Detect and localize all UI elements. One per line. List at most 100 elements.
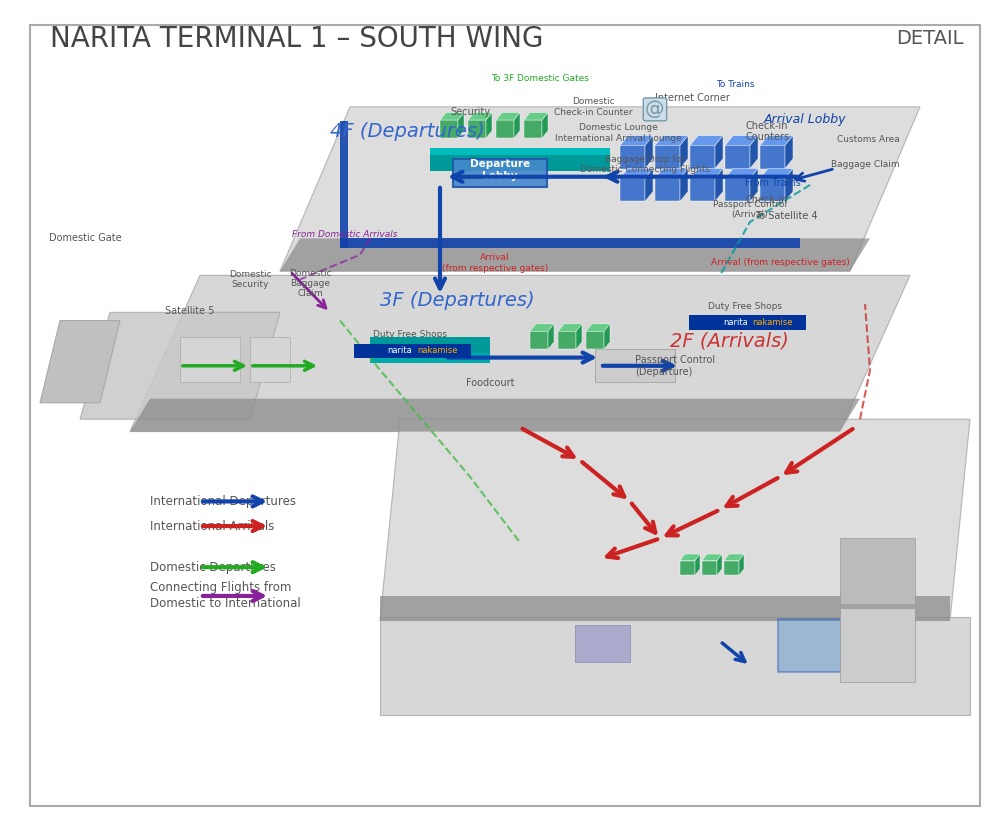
- FancyBboxPatch shape: [250, 337, 290, 382]
- Text: Check-in
Counters: Check-in Counters: [745, 121, 789, 142]
- Text: Customs Area: Customs Area: [837, 136, 899, 144]
- Polygon shape: [524, 120, 542, 138]
- Text: Departure
Lobby: Departure Lobby: [470, 159, 530, 181]
- Text: International Arrivals: International Arrivals: [150, 520, 274, 533]
- Text: Duty Free Shops: Duty Free Shops: [373, 330, 447, 339]
- Text: Domestic
Check-in Counter: Domestic Check-in Counter: [554, 97, 632, 117]
- Polygon shape: [760, 145, 785, 169]
- Text: Baggage Claim: Baggage Claim: [831, 160, 899, 169]
- Text: From Domestic Arrivals: From Domestic Arrivals: [292, 230, 398, 238]
- Polygon shape: [576, 324, 582, 349]
- Polygon shape: [715, 169, 723, 201]
- Polygon shape: [620, 136, 653, 145]
- Polygon shape: [486, 113, 492, 138]
- Polygon shape: [702, 554, 722, 561]
- Text: NARITA TERMINAL 1 – SOUTH WING: NARITA TERMINAL 1 – SOUTH WING: [50, 25, 543, 53]
- FancyBboxPatch shape: [30, 25, 980, 806]
- Polygon shape: [380, 596, 950, 621]
- FancyBboxPatch shape: [370, 353, 490, 363]
- Polygon shape: [530, 331, 548, 349]
- Polygon shape: [558, 324, 582, 331]
- Text: Domestic Departures: Domestic Departures: [150, 561, 276, 574]
- Polygon shape: [655, 136, 688, 145]
- Text: From Trains: From Trains: [745, 178, 801, 188]
- Text: To 3F Domestic Gates: To 3F Domestic Gates: [491, 74, 589, 82]
- Text: Arrival Lobby: Arrival Lobby: [764, 113, 846, 126]
- Polygon shape: [655, 178, 680, 201]
- Polygon shape: [690, 169, 723, 178]
- Text: Security: Security: [450, 107, 490, 117]
- Text: Check-in: Check-in: [745, 195, 788, 205]
- Polygon shape: [680, 554, 700, 561]
- Text: Domestic Gate: Domestic Gate: [49, 233, 121, 243]
- Polygon shape: [80, 312, 280, 419]
- Polygon shape: [620, 169, 653, 178]
- Text: Duty Free Shops: Duty Free Shops: [708, 302, 782, 311]
- Text: Passport Control
(Departure): Passport Control (Departure): [635, 355, 715, 376]
- Polygon shape: [725, 169, 758, 178]
- Text: To Trains: To Trains: [716, 81, 754, 89]
- Polygon shape: [280, 238, 870, 271]
- FancyBboxPatch shape: [453, 159, 547, 187]
- FancyBboxPatch shape: [575, 625, 630, 662]
- Polygon shape: [724, 561, 739, 575]
- Polygon shape: [724, 554, 744, 561]
- FancyBboxPatch shape: [595, 349, 675, 382]
- Text: Baggage Drop for
Domestic Connecting Flights: Baggage Drop for Domestic Connecting Fli…: [580, 155, 710, 174]
- Polygon shape: [458, 113, 464, 138]
- Polygon shape: [690, 136, 723, 145]
- FancyBboxPatch shape: [840, 538, 915, 604]
- Polygon shape: [468, 113, 492, 120]
- Text: narita: narita: [723, 318, 748, 326]
- Text: Satellite 5: Satellite 5: [165, 307, 215, 316]
- Text: Foodcourt: Foodcourt: [466, 378, 514, 388]
- Text: nakamise: nakamise: [753, 318, 793, 326]
- Text: 3F (Departures): 3F (Departures): [380, 290, 535, 310]
- Polygon shape: [645, 136, 653, 169]
- Text: 4F (Departures): 4F (Departures): [330, 122, 485, 141]
- Polygon shape: [468, 120, 486, 138]
- Polygon shape: [620, 145, 645, 169]
- Polygon shape: [785, 169, 793, 201]
- Polygon shape: [586, 331, 604, 349]
- Text: DETAIL: DETAIL: [896, 29, 964, 48]
- FancyBboxPatch shape: [778, 619, 902, 672]
- FancyBboxPatch shape: [840, 608, 915, 682]
- FancyBboxPatch shape: [340, 238, 800, 248]
- Polygon shape: [542, 113, 548, 138]
- Polygon shape: [645, 169, 653, 201]
- FancyBboxPatch shape: [689, 315, 806, 330]
- Polygon shape: [496, 120, 514, 138]
- Polygon shape: [440, 120, 458, 138]
- Text: @: @: [645, 99, 665, 119]
- Polygon shape: [739, 554, 744, 575]
- Polygon shape: [130, 275, 910, 432]
- Polygon shape: [380, 419, 970, 621]
- Polygon shape: [280, 107, 920, 271]
- Polygon shape: [548, 324, 554, 349]
- FancyBboxPatch shape: [340, 121, 348, 248]
- Polygon shape: [690, 145, 715, 169]
- Text: Arrival (from respective gates): Arrival (from respective gates): [711, 258, 849, 267]
- FancyBboxPatch shape: [430, 150, 610, 171]
- Polygon shape: [750, 169, 758, 201]
- Polygon shape: [514, 113, 520, 138]
- Polygon shape: [655, 169, 688, 178]
- Polygon shape: [725, 178, 750, 201]
- Text: International Departures: International Departures: [150, 495, 296, 508]
- Polygon shape: [680, 169, 688, 201]
- Text: narita: narita: [388, 347, 413, 355]
- Polygon shape: [680, 136, 688, 169]
- Polygon shape: [530, 324, 554, 331]
- Polygon shape: [586, 324, 610, 331]
- Polygon shape: [760, 169, 793, 178]
- Polygon shape: [558, 331, 576, 349]
- Polygon shape: [750, 136, 758, 169]
- Polygon shape: [655, 145, 680, 169]
- FancyBboxPatch shape: [430, 148, 610, 155]
- Text: To Satellite 4: To Satellite 4: [755, 211, 818, 221]
- Polygon shape: [760, 136, 793, 145]
- Polygon shape: [715, 136, 723, 169]
- Text: Domestic
Baggage
Claim: Domestic Baggage Claim: [289, 269, 331, 298]
- FancyBboxPatch shape: [370, 337, 490, 355]
